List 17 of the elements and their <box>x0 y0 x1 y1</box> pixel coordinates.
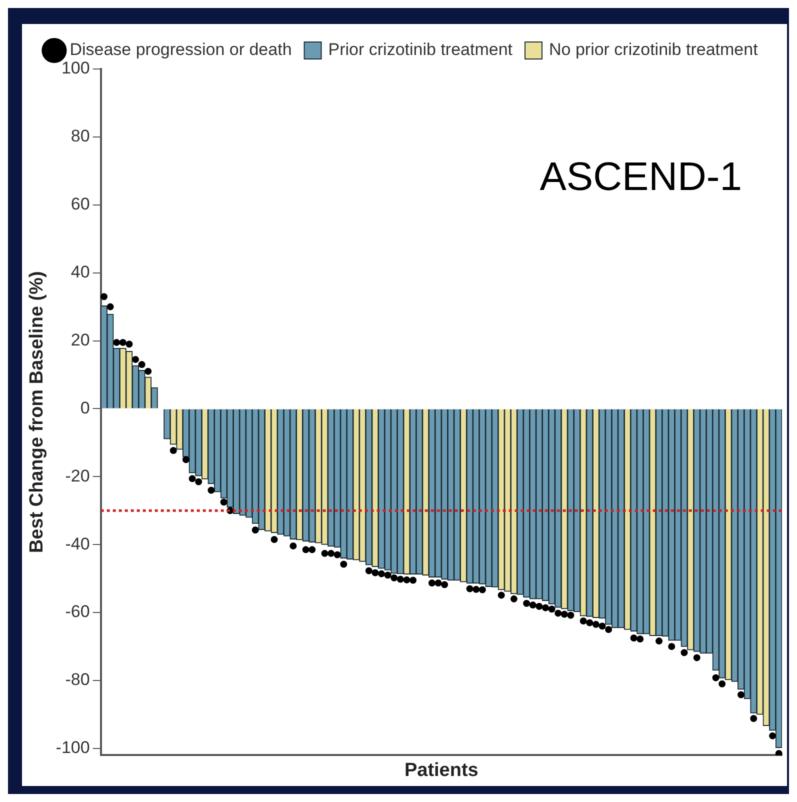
y-tick-label: 0 <box>80 398 90 418</box>
annotation: ASCEND-1 <box>540 155 742 200</box>
legend-label: Disease progression or death <box>70 40 292 60</box>
y-tick-label: -40 <box>65 534 90 554</box>
y-tick-label: -60 <box>65 602 90 622</box>
legend-label: Prior crizotinib treatment <box>328 40 513 60</box>
y-tick-label: -20 <box>65 466 90 486</box>
y-tick-label: -100 <box>56 738 90 758</box>
y-tick-label: 80 <box>70 126 90 146</box>
y-tick-label: 40 <box>70 262 90 282</box>
x-axis-title: Patients <box>404 760 478 781</box>
y-tick-label: 60 <box>70 194 90 214</box>
legend-label: No prior crizotinib treatment <box>549 40 758 60</box>
y-tick-label: 100 <box>61 58 90 78</box>
y-tick-label: 20 <box>70 330 90 350</box>
y-axis-title: Best Change from Baseline (%) <box>26 271 48 554</box>
y-tick-label: -80 <box>65 670 90 690</box>
